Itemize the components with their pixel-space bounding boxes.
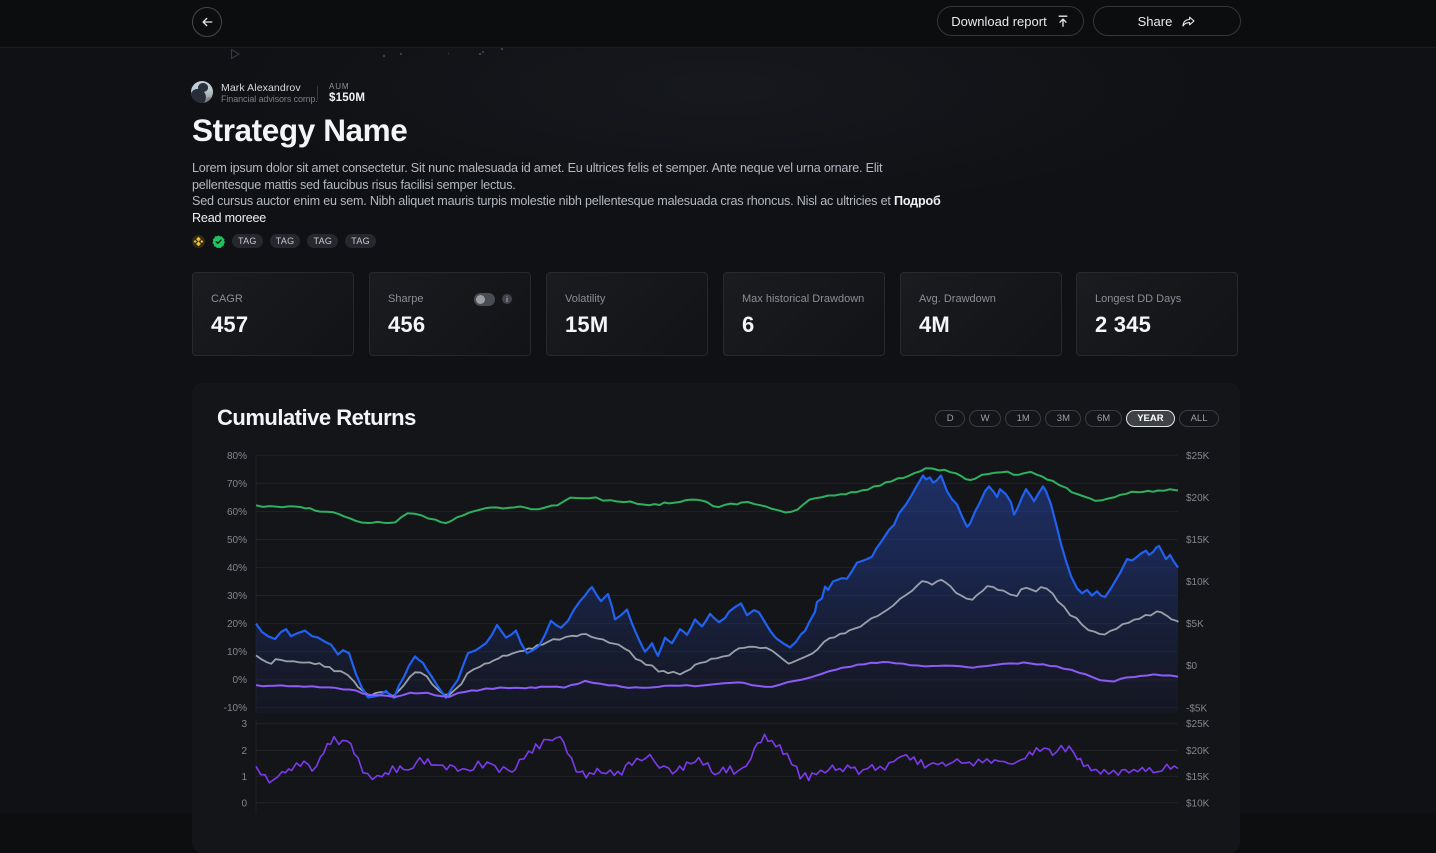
svg-text:30%: 30% (227, 591, 247, 602)
svg-text:3: 3 (241, 719, 247, 730)
svg-text:0%: 0% (233, 675, 248, 686)
svg-text:$15K: $15K (1186, 772, 1210, 783)
svg-text:60%: 60% (227, 507, 247, 518)
svg-text:-10%: -10% (224, 703, 247, 714)
svg-text:0: 0 (241, 798, 247, 809)
svg-text:$10K: $10K (1186, 577, 1210, 588)
svg-text:70%: 70% (227, 479, 247, 490)
svg-text:$20K: $20K (1186, 493, 1210, 504)
svg-text:$0: $0 (1186, 661, 1198, 672)
svg-text:1: 1 (241, 772, 247, 783)
svg-text:10%: 10% (227, 647, 247, 658)
svg-text:20%: 20% (227, 619, 247, 630)
svg-text:40%: 40% (227, 563, 247, 574)
svg-text:50%: 50% (227, 535, 247, 546)
svg-text:$25K: $25K (1186, 719, 1210, 730)
svg-text:80%: 80% (227, 451, 247, 462)
svg-text:$25K: $25K (1186, 451, 1210, 462)
svg-text:-$5K: -$5K (1186, 703, 1207, 714)
svg-text:2: 2 (241, 746, 247, 757)
svg-text:$15K: $15K (1186, 535, 1210, 546)
svg-text:$5K: $5K (1186, 619, 1204, 630)
svg-text:$20K: $20K (1186, 746, 1210, 757)
svg-text:$10K: $10K (1186, 798, 1210, 809)
